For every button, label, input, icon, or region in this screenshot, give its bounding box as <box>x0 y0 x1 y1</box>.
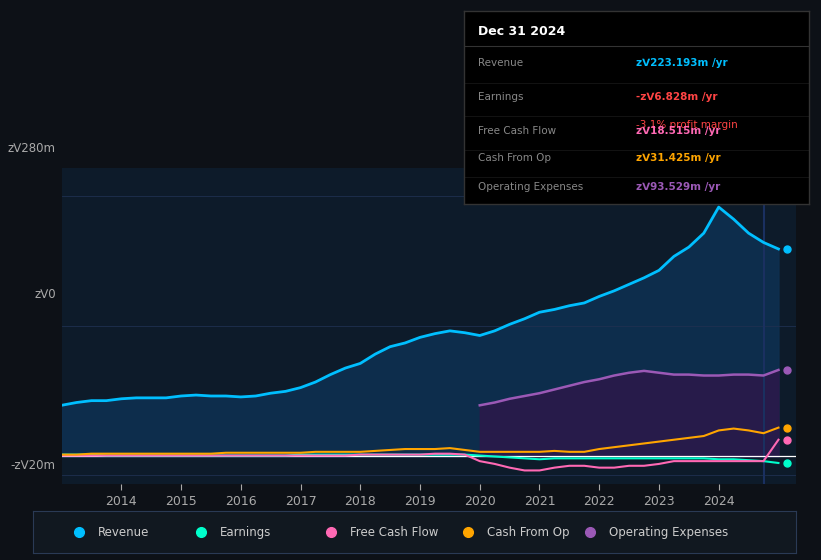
Text: zᐯ18.515m /yr: zᐯ18.515m /yr <box>636 126 721 136</box>
Text: Operating Expenses: Operating Expenses <box>478 182 583 192</box>
Text: Cash From Op: Cash From Op <box>487 526 570 539</box>
Text: -3.1% profit margin: -3.1% profit margin <box>636 120 738 130</box>
Text: Operating Expenses: Operating Expenses <box>609 526 728 539</box>
Text: Earnings: Earnings <box>220 526 271 539</box>
Text: Earnings: Earnings <box>478 92 523 102</box>
Text: zᐯ0: zᐯ0 <box>34 287 56 301</box>
Text: -zᐯ20m: -zᐯ20m <box>11 459 56 473</box>
Text: Revenue: Revenue <box>98 526 149 539</box>
Text: Free Cash Flow: Free Cash Flow <box>478 126 556 136</box>
Text: Revenue: Revenue <box>478 58 523 68</box>
Text: zᐯ93.529m /yr: zᐯ93.529m /yr <box>636 182 721 192</box>
Text: zᐯ223.193m /yr: zᐯ223.193m /yr <box>636 58 728 68</box>
Text: Free Cash Flow: Free Cash Flow <box>350 526 438 539</box>
Text: Cash From Op: Cash From Op <box>478 153 551 163</box>
Text: Dec 31 2024: Dec 31 2024 <box>478 25 565 38</box>
Text: zᐯ31.425m /yr: zᐯ31.425m /yr <box>636 153 721 163</box>
Text: zᐯ280m: zᐯ280m <box>8 142 56 155</box>
Text: -zᐯ6.828m /yr: -zᐯ6.828m /yr <box>636 92 718 102</box>
